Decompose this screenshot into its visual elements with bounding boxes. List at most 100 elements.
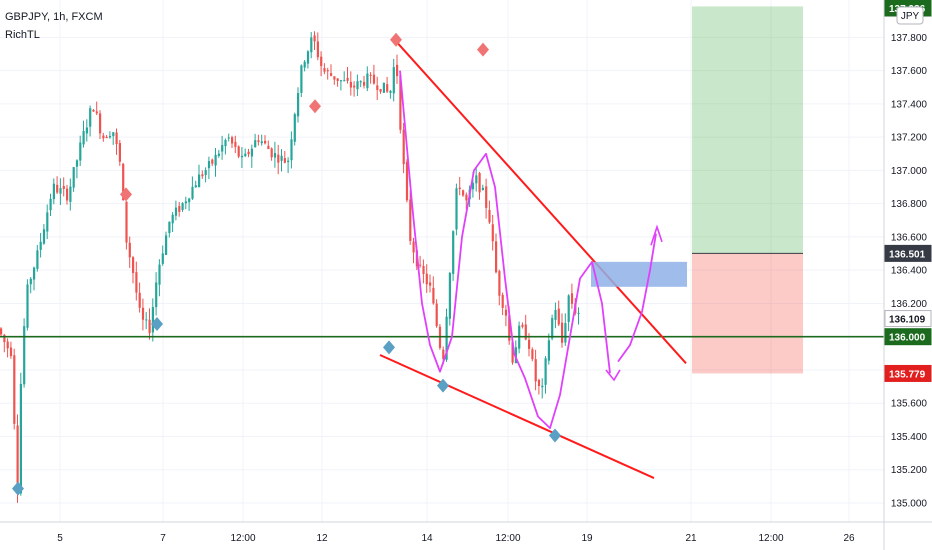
price-tag: [884, 310, 932, 328]
candle-up: [577, 312, 580, 314]
candle-up: [306, 51, 310, 64]
y-tick-label: 135.200: [891, 465, 928, 476]
x-tick-label: 26: [843, 533, 855, 544]
price-tag-label: 136.501: [889, 249, 926, 260]
candle-up: [297, 93, 300, 117]
candle-up: [273, 153, 277, 158]
x-tick-label: 19: [581, 533, 593, 544]
candle-down: [323, 68, 326, 72]
pivot-low-marker: [383, 340, 395, 355]
candle-down: [537, 379, 541, 387]
candle-down: [313, 35, 316, 42]
candle-up: [366, 73, 369, 89]
candle-up: [145, 319, 148, 321]
price-tag-label: 135.779: [889, 369, 926, 380]
candle-up: [46, 212, 49, 232]
candle-up: [471, 182, 475, 190]
candle-down: [379, 89, 382, 92]
y-tick-label: 135.000: [891, 499, 928, 510]
candle-down: [504, 309, 508, 316]
candle-down: [283, 158, 286, 163]
candle-up: [89, 108, 92, 127]
candle-down: [333, 76, 336, 80]
candle-down: [557, 308, 560, 325]
candle-down: [211, 159, 214, 164]
candle-up: [227, 137, 230, 139]
candle-up: [564, 323, 567, 343]
candle-up: [359, 81, 362, 83]
candle-down: [462, 190, 465, 196]
projection-path-1: [399, 70, 611, 430]
x-tick-label: 5: [57, 533, 63, 544]
y-tick-label: 137.600: [891, 66, 928, 77]
candle-up: [455, 188, 458, 230]
candle-down: [0, 328, 3, 335]
candle-up: [85, 127, 88, 134]
y-tick-label: 137.800: [891, 33, 928, 44]
candle-down: [425, 273, 428, 285]
candle-up: [75, 160, 79, 167]
candle-up: [224, 139, 227, 147]
candle-down: [56, 184, 59, 193]
candle-down: [135, 272, 138, 293]
projection-path-2: [617, 233, 657, 363]
candle-down: [330, 73, 333, 76]
candle-down: [99, 113, 102, 134]
pivot-high-marker: [120, 187, 132, 202]
pivot-high-marker: [309, 99, 321, 114]
currency-badge-label: JPY: [901, 11, 920, 22]
candle-up: [382, 82, 385, 93]
currency-badge[interactable]: JPY: [896, 6, 924, 25]
y-tick-label: 137.000: [891, 166, 928, 177]
candle-down: [102, 135, 105, 139]
profit-zone: [692, 6, 803, 254]
candle-down: [66, 188, 69, 201]
candle-up: [300, 65, 303, 93]
candle-up: [79, 142, 82, 161]
candle-down: [399, 75, 402, 130]
resistance-zone: [591, 261, 687, 287]
candle-down: [376, 85, 379, 90]
candle-up: [260, 141, 263, 144]
candle-up: [544, 358, 547, 385]
x-tick-label: 12:00: [230, 533, 255, 544]
candle-up: [254, 140, 257, 148]
candle-down: [125, 201, 128, 243]
pivot-high-marker: [477, 42, 489, 57]
candle-down: [95, 111, 98, 114]
candle-up: [290, 139, 293, 161]
x-tick-label: 12:00: [495, 533, 520, 544]
candle-down: [442, 349, 445, 359]
candle-down: [465, 194, 468, 201]
candle-down: [13, 355, 16, 424]
candle-up: [158, 264, 161, 285]
candle-up: [221, 145, 224, 152]
candle-down: [561, 322, 564, 343]
candle-down: [141, 307, 145, 320]
candle-up: [343, 80, 346, 82]
candle-down: [435, 303, 438, 327]
candle-down: [498, 271, 501, 296]
candle-up: [293, 114, 296, 142]
candle-up: [181, 203, 184, 210]
price-tag: [884, 364, 932, 382]
candle-up: [198, 174, 201, 188]
candle-up: [69, 186, 72, 202]
candle-down: [138, 292, 141, 308]
indicator-label: RichTL: [5, 29, 40, 41]
candle-up: [174, 207, 178, 216]
price-tag-label: 136.109: [889, 315, 926, 326]
candle-up: [356, 81, 359, 90]
candle-down: [570, 293, 574, 304]
candle-up: [217, 153, 220, 156]
candle-down: [122, 163, 125, 201]
candle-up: [250, 148, 253, 157]
candle-up: [551, 318, 554, 339]
candle-down: [478, 173, 481, 193]
candle-down: [349, 81, 352, 88]
candle-down: [508, 315, 511, 341]
y-tick-label: 136.200: [891, 299, 928, 310]
y-tick-label: 136.400: [891, 266, 928, 277]
